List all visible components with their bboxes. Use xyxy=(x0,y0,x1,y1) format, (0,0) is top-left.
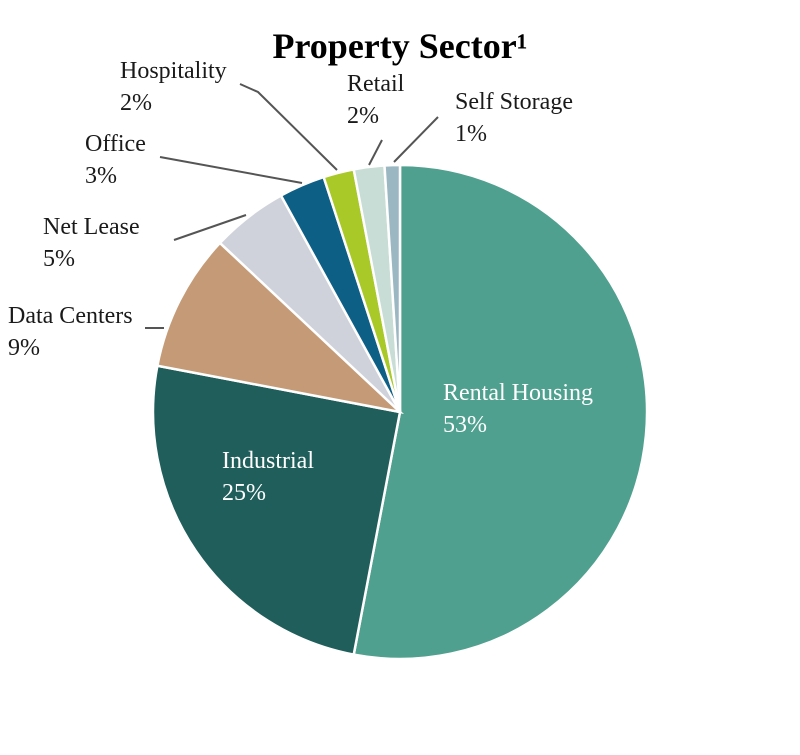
slice-self-storage xyxy=(383,163,402,413)
slice-label-industrial: Industrial xyxy=(222,448,314,474)
slice-label-self-storage: Self Storage xyxy=(455,89,573,115)
slice-label-hospitality: Hospitality xyxy=(120,58,227,84)
slice-label-office: Office xyxy=(85,131,146,157)
slice-value-data-centers: 9% xyxy=(8,335,40,361)
slice-value-self-storage: 1% xyxy=(455,121,487,147)
slice-label-retail: Retail xyxy=(347,71,405,97)
leader-line-office xyxy=(159,156,303,184)
leader-line-retail xyxy=(368,139,383,166)
leader-lines xyxy=(145,83,439,329)
chart-title: Property Sector¹ xyxy=(272,26,527,66)
slice-label-net-lease: Net Lease xyxy=(43,214,140,240)
slice-value-hospitality: 2% xyxy=(120,90,152,116)
leader-line-self-storage xyxy=(393,116,439,163)
slice-data-centers xyxy=(155,241,404,415)
pie-slices xyxy=(151,163,649,661)
slice-value-net-lease: 5% xyxy=(43,246,75,272)
slice-labels: Rental Housing 53% Industrial 25% Data Cente… xyxy=(8,58,593,506)
slice-value-retail: 2% xyxy=(347,103,379,129)
slice-value-rental-housing: 53% xyxy=(443,412,487,438)
slice-industrial xyxy=(151,364,402,657)
leader-line-net-lease xyxy=(173,214,247,241)
slice-label-rental-housing: Rental Housing xyxy=(443,380,593,406)
slice-value-industrial: 25% xyxy=(222,480,266,506)
slice-value-office: 3% xyxy=(85,163,117,189)
slice-rental-housing xyxy=(352,163,649,661)
slice-label-data-centers: Data Centers xyxy=(8,303,133,329)
leader-line-hospitality xyxy=(239,83,338,171)
